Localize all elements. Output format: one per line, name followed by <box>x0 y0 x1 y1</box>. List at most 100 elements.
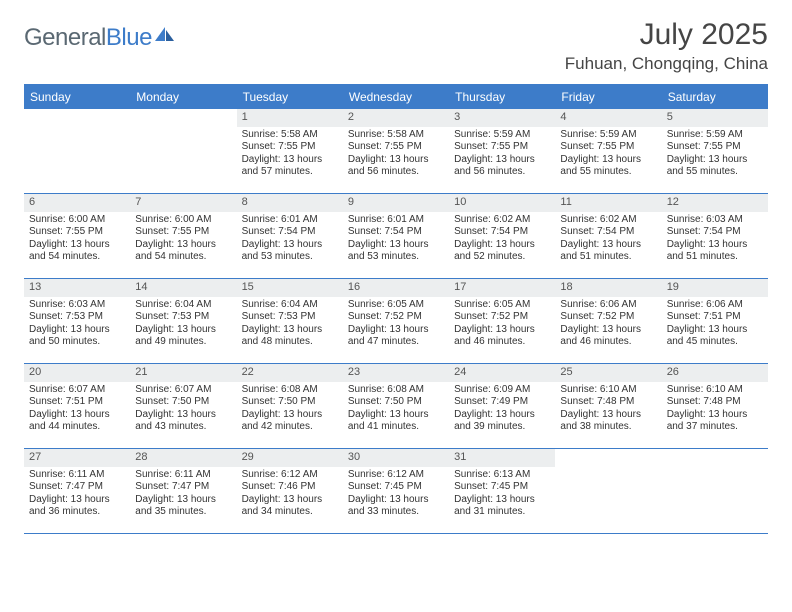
sunrise-text: Sunrise: 6:01 AM <box>242 214 338 227</box>
sunrise-text: Sunrise: 6:01 AM <box>348 214 444 227</box>
sunrise-text: Sunrise: 6:06 AM <box>667 299 763 312</box>
day-number: 26 <box>662 364 768 382</box>
sunrise-text: Sunrise: 5:58 AM <box>242 129 338 142</box>
day-number: 24 <box>449 364 555 382</box>
day-number: 19 <box>662 279 768 297</box>
calendar-day-cell: 11Sunrise: 6:02 AMSunset: 7:54 PMDayligh… <box>555 194 661 278</box>
daylight-text: Daylight: 13 hours and 46 minutes. <box>454 324 550 349</box>
sunrise-text: Sunrise: 6:10 AM <box>667 384 763 397</box>
calendar-day-cell: 17Sunrise: 6:05 AMSunset: 7:52 PMDayligh… <box>449 279 555 363</box>
day-details: Sunrise: 6:13 AMSunset: 7:45 PMDaylight:… <box>449 467 555 523</box>
sunrise-text: Sunrise: 6:04 AM <box>242 299 338 312</box>
daylight-text: Daylight: 13 hours and 49 minutes. <box>135 324 231 349</box>
day-details: Sunrise: 6:02 AMSunset: 7:54 PMDaylight:… <box>555 212 661 268</box>
day-details: Sunrise: 6:03 AMSunset: 7:53 PMDaylight:… <box>24 297 130 353</box>
day-number: 13 <box>24 279 130 297</box>
day-number: 30 <box>343 449 449 467</box>
sunset-text: Sunset: 7:50 PM <box>135 396 231 409</box>
sunrise-text: Sunrise: 6:03 AM <box>29 299 125 312</box>
day-details: Sunrise: 6:11 AMSunset: 7:47 PMDaylight:… <box>24 467 130 523</box>
day-number: 8 <box>237 194 343 212</box>
daylight-text: Daylight: 13 hours and 34 minutes. <box>242 494 338 519</box>
day-details: Sunrise: 6:04 AMSunset: 7:53 PMDaylight:… <box>237 297 343 353</box>
calendar-page: GeneralBlue July 2025 Fuhuan, Chongqing,… <box>0 0 792 534</box>
sunset-text: Sunset: 7:55 PM <box>560 141 656 154</box>
sunset-text: Sunset: 7:55 PM <box>29 226 125 239</box>
sunrise-text: Sunrise: 6:05 AM <box>348 299 444 312</box>
calendar-day-cell: 4Sunrise: 5:59 AMSunset: 7:55 PMDaylight… <box>555 109 661 193</box>
day-number: 9 <box>343 194 449 212</box>
calendar-day-cell: 15Sunrise: 6:04 AMSunset: 7:53 PMDayligh… <box>237 279 343 363</box>
calendar-day-cell: 20Sunrise: 6:07 AMSunset: 7:51 PMDayligh… <box>24 364 130 448</box>
calendar-week-row: 1Sunrise: 5:58 AMSunset: 7:55 PMDaylight… <box>24 109 768 194</box>
weekday-header: Monday <box>130 86 236 109</box>
sunrise-text: Sunrise: 5:59 AM <box>454 129 550 142</box>
sunset-text: Sunset: 7:50 PM <box>348 396 444 409</box>
daylight-text: Daylight: 13 hours and 56 minutes. <box>348 154 444 179</box>
daylight-text: Daylight: 13 hours and 37 minutes. <box>667 409 763 434</box>
weekday-header: Saturday <box>662 86 768 109</box>
calendar-day-cell: 21Sunrise: 6:07 AMSunset: 7:50 PMDayligh… <box>130 364 236 448</box>
sunrise-text: Sunrise: 5:58 AM <box>348 129 444 142</box>
daylight-text: Daylight: 13 hours and 51 minutes. <box>560 239 656 264</box>
sunrise-text: Sunrise: 6:12 AM <box>348 469 444 482</box>
daylight-text: Daylight: 13 hours and 43 minutes. <box>135 409 231 434</box>
day-details: Sunrise: 6:02 AMSunset: 7:54 PMDaylight:… <box>449 212 555 268</box>
month-title: July 2025 <box>565 18 768 52</box>
calendar-day-cell: 14Sunrise: 6:04 AMSunset: 7:53 PMDayligh… <box>130 279 236 363</box>
day-details: Sunrise: 5:58 AMSunset: 7:55 PMDaylight:… <box>237 127 343 183</box>
sunset-text: Sunset: 7:55 PM <box>667 141 763 154</box>
calendar-day-cell: 9Sunrise: 6:01 AMSunset: 7:54 PMDaylight… <box>343 194 449 278</box>
calendar-day-cell: 26Sunrise: 6:10 AMSunset: 7:48 PMDayligh… <box>662 364 768 448</box>
weekday-header: Wednesday <box>343 86 449 109</box>
daylight-text: Daylight: 13 hours and 55 minutes. <box>667 154 763 179</box>
sunset-text: Sunset: 7:49 PM <box>454 396 550 409</box>
day-details: Sunrise: 5:58 AMSunset: 7:55 PMDaylight:… <box>343 127 449 183</box>
sunrise-text: Sunrise: 6:11 AM <box>29 469 125 482</box>
sunrise-text: Sunrise: 6:07 AM <box>135 384 231 397</box>
sunrise-text: Sunrise: 6:11 AM <box>135 469 231 482</box>
sunset-text: Sunset: 7:54 PM <box>242 226 338 239</box>
day-number: 6 <box>24 194 130 212</box>
daylight-text: Daylight: 13 hours and 35 minutes. <box>135 494 231 519</box>
day-details: Sunrise: 6:07 AMSunset: 7:51 PMDaylight:… <box>24 382 130 438</box>
sunset-text: Sunset: 7:54 PM <box>667 226 763 239</box>
sunset-text: Sunset: 7:45 PM <box>348 481 444 494</box>
sunset-text: Sunset: 7:51 PM <box>29 396 125 409</box>
sunset-text: Sunset: 7:52 PM <box>348 311 444 324</box>
daylight-text: Daylight: 13 hours and 36 minutes. <box>29 494 125 519</box>
day-number: 25 <box>555 364 661 382</box>
day-number <box>130 109 236 113</box>
sunset-text: Sunset: 7:55 PM <box>454 141 550 154</box>
day-number: 20 <box>24 364 130 382</box>
day-details: Sunrise: 5:59 AMSunset: 7:55 PMDaylight:… <box>555 127 661 183</box>
day-details: Sunrise: 6:06 AMSunset: 7:51 PMDaylight:… <box>662 297 768 353</box>
calendar-week-row: 13Sunrise: 6:03 AMSunset: 7:53 PMDayligh… <box>24 279 768 364</box>
sunrise-text: Sunrise: 6:07 AM <box>29 384 125 397</box>
day-details: Sunrise: 6:01 AMSunset: 7:54 PMDaylight:… <box>343 212 449 268</box>
daylight-text: Daylight: 13 hours and 53 minutes. <box>348 239 444 264</box>
day-details: Sunrise: 5:59 AMSunset: 7:55 PMDaylight:… <box>662 127 768 183</box>
calendar-day-cell <box>130 109 236 193</box>
sunrise-text: Sunrise: 6:02 AM <box>560 214 656 227</box>
calendar-day-cell: 2Sunrise: 5:58 AMSunset: 7:55 PMDaylight… <box>343 109 449 193</box>
day-number: 18 <box>555 279 661 297</box>
day-number: 4 <box>555 109 661 127</box>
weekday-header: Sunday <box>24 86 130 109</box>
day-number: 15 <box>237 279 343 297</box>
day-number: 14 <box>130 279 236 297</box>
day-number <box>662 449 768 453</box>
calendar-day-cell: 29Sunrise: 6:12 AMSunset: 7:46 PMDayligh… <box>237 449 343 533</box>
sunset-text: Sunset: 7:54 PM <box>454 226 550 239</box>
sunset-text: Sunset: 7:51 PM <box>667 311 763 324</box>
calendar-day-cell: 25Sunrise: 6:10 AMSunset: 7:48 PMDayligh… <box>555 364 661 448</box>
sunset-text: Sunset: 7:50 PM <box>242 396 338 409</box>
calendar-week-row: 6Sunrise: 6:00 AMSunset: 7:55 PMDaylight… <box>24 194 768 279</box>
calendar-grid: Sunday Monday Tuesday Wednesday Thursday… <box>24 84 768 534</box>
daylight-text: Daylight: 13 hours and 33 minutes. <box>348 494 444 519</box>
day-number <box>555 449 661 453</box>
day-number: 12 <box>662 194 768 212</box>
sunset-text: Sunset: 7:55 PM <box>348 141 444 154</box>
day-details: Sunrise: 6:06 AMSunset: 7:52 PMDaylight:… <box>555 297 661 353</box>
day-number: 23 <box>343 364 449 382</box>
